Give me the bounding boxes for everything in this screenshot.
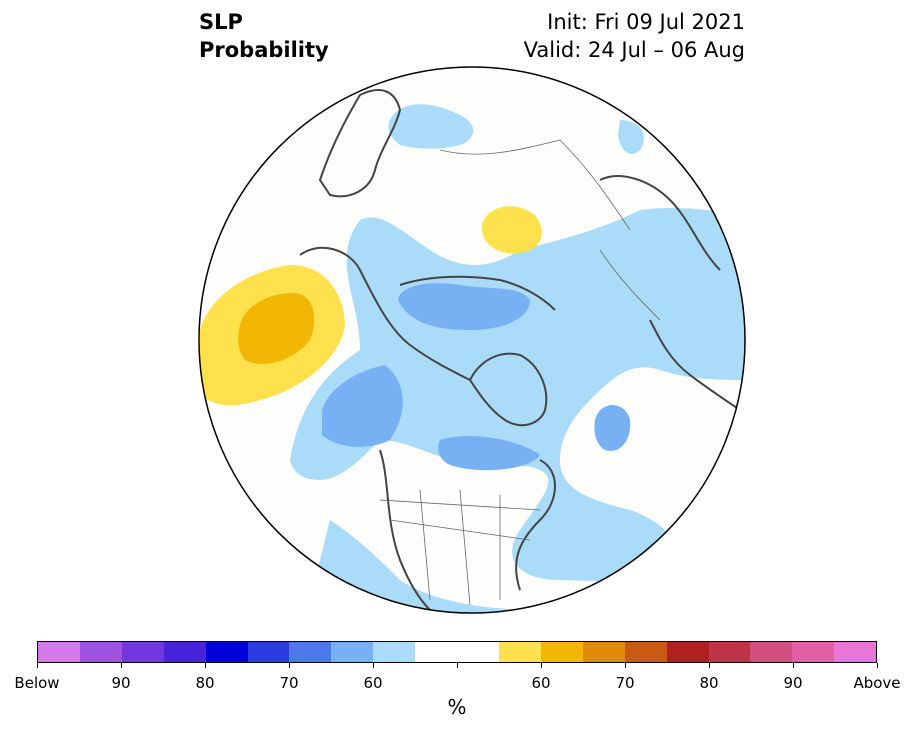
colorbar-unit: % (447, 695, 466, 719)
colorbar-segment (122, 642, 164, 662)
colorbar-segment (499, 642, 541, 662)
colorbar-segment (80, 642, 122, 662)
polar-map (0, 0, 915, 632)
colorbar-segment (709, 642, 751, 662)
colorbar-segment (38, 642, 80, 662)
colorbar-segment (625, 642, 667, 662)
colorbar-tick (877, 663, 878, 668)
colorbar-tick (457, 663, 458, 668)
colorbar-tick-label: Below (14, 674, 59, 692)
colorbar-segment (457, 642, 499, 662)
colorbar-tick (205, 663, 206, 668)
colorbar-segment (164, 642, 206, 662)
colorbar-segment (331, 642, 373, 662)
colorbar-segment (415, 642, 457, 662)
colorbar-tick (289, 663, 290, 668)
colorbar-tick-label: 70 (615, 674, 634, 692)
colorbar-tick-label: 90 (783, 674, 802, 692)
colorbar-tick-label: Above (853, 674, 900, 692)
colorbar-segment (667, 642, 709, 662)
colorbar-segment (289, 642, 331, 662)
colorbar-segment (373, 642, 415, 662)
colorbar-segment (834, 642, 876, 662)
colorbar-tick-label: 60 (363, 674, 382, 692)
colorbar-tick-label: 90 (111, 674, 130, 692)
colorbar-tick (793, 663, 794, 668)
colorbar-tick (37, 663, 38, 668)
colorbar-tick-label: 70 (279, 674, 298, 692)
colorbar-tick-label: 80 (195, 674, 214, 692)
colorbar-segment (583, 642, 625, 662)
colorbar-tick (121, 663, 122, 668)
colorbar-segment (750, 642, 792, 662)
colorbar-tick (373, 663, 374, 668)
colorbar-segment (541, 642, 583, 662)
colorbar-tick (541, 663, 542, 668)
colorbar-segment (792, 642, 834, 662)
colorbar-segment (206, 642, 248, 662)
colorbar (37, 641, 877, 663)
colorbar-tick-label: 80 (699, 674, 718, 692)
colorbar-tick (625, 663, 626, 668)
colorbar-tick-label: 60 (531, 674, 550, 692)
colorbar-segment (248, 642, 290, 662)
colorbar-tick (709, 663, 710, 668)
